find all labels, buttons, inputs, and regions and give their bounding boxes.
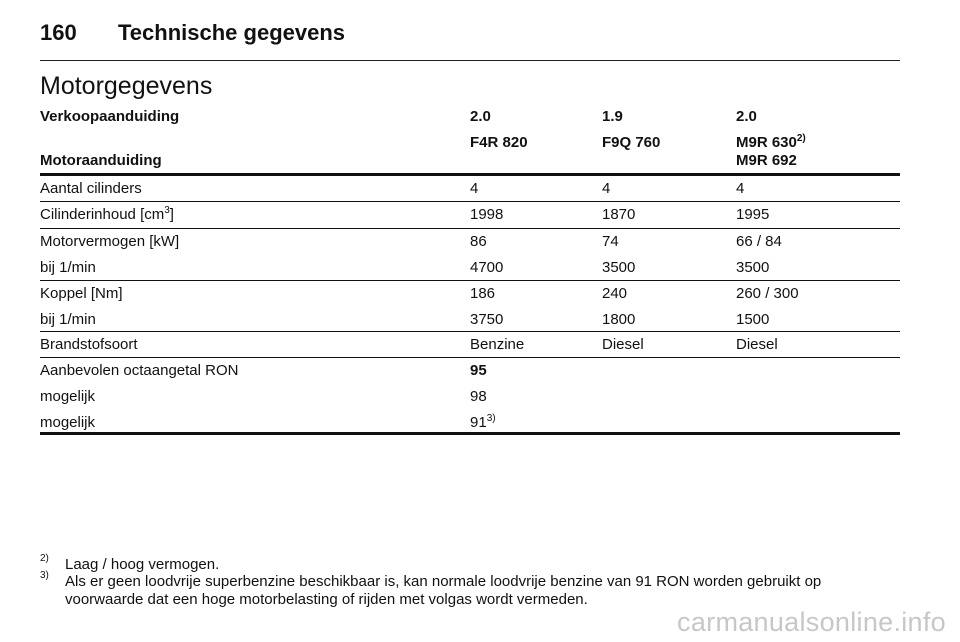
page-number: 160: [40, 20, 77, 45]
engine-designation-label: Motoraanduiding: [40, 152, 162, 169]
row-value: 1800: [602, 311, 636, 328]
row-divider: [40, 201, 900, 202]
row-value: 86: [470, 233, 487, 250]
row-value: 4: [470, 180, 479, 197]
row-value: 3750: [470, 311, 504, 328]
row-value: 186: [470, 285, 496, 302]
footnote-ref: 3): [486, 413, 496, 424]
row-label: Aanbevolen octaangetal RON: [40, 362, 239, 379]
row-value: 1995: [736, 206, 770, 223]
sales-designation-label: Verkoopaanduiding: [40, 108, 180, 125]
row-value: 4: [736, 180, 745, 197]
page-header: 160 Technische gegevens: [40, 20, 900, 60]
row-value: 913): [470, 413, 496, 432]
row-label: mogelijk: [40, 388, 96, 405]
row-value: 4700: [470, 259, 504, 276]
row-value: 1870: [602, 206, 636, 223]
footnote-text: Als er geen loodvrije superbenzine besch…: [65, 573, 822, 608]
row-label: Motorvermogen [kW]: [40, 233, 180, 250]
row-label: bij 1/min: [40, 311, 96, 328]
row-divider: [40, 357, 900, 358]
engine-code-col-3: M9R 6302): [736, 133, 806, 152]
row-divider: [40, 331, 900, 332]
sales-designation-col-1: 2.0: [470, 108, 491, 125]
sales-designation-col-2: 1.9: [602, 108, 623, 125]
page-title: Technische gegevens: [118, 20, 346, 45]
row-value: 260 / 300: [736, 285, 799, 302]
watermark: carmanualsonline.info: [677, 607, 946, 637]
row-value: Diesel: [602, 336, 644, 353]
row-value: 4: [602, 180, 611, 197]
table-bottom-rule: [40, 432, 900, 435]
footnote-ref: 2): [796, 133, 806, 144]
row-label: bij 1/min: [40, 259, 96, 276]
row-label: mogelijk: [40, 414, 96, 431]
row-value: 74: [602, 233, 619, 250]
row-value: 3500: [736, 259, 770, 276]
engine-code-col-2: F9Q 760: [602, 134, 661, 151]
footnote-text: Laag / hoog vermogen.: [65, 556, 220, 573]
row-value: 95: [470, 362, 487, 379]
row-divider: [40, 228, 900, 229]
row-value: 3500: [602, 259, 636, 276]
row-value: 240: [602, 285, 628, 302]
sales-designation-col-3: 2.0: [736, 108, 757, 125]
engine-code-col-1: F4R 820: [470, 134, 528, 151]
row-label: Aantal cilinders: [40, 180, 142, 197]
table-header: Verkoopaanduiding 2.0 1.9 2.0 F4R 820 F9…: [40, 108, 900, 174]
row-label: Koppel [Nm]: [40, 285, 123, 302]
footnote-mark: 2): [40, 553, 49, 564]
row-value: 1500: [736, 311, 770, 328]
row-label: Cilinderinhoud [cm3]: [40, 205, 174, 224]
row-value: 66 / 84: [736, 233, 782, 250]
engine-code-col-3-line2: M9R 692: [736, 152, 797, 169]
row-label: Brandstofsoort: [40, 336, 138, 353]
footnote-mark: 3): [40, 570, 49, 581]
header-rule: [40, 173, 900, 176]
row-value: Benzine: [470, 336, 525, 353]
row-value: 1998: [470, 206, 504, 223]
row-divider: [40, 280, 900, 281]
row-value: Diesel: [736, 336, 778, 353]
section-title: Motorgegevens: [40, 72, 213, 100]
row-value: 98: [470, 388, 487, 405]
engine-data-table: Verkoopaanduiding 2.0 1.9 2.0 F4R 820 F9…: [40, 108, 900, 435]
header-divider: [40, 60, 900, 61]
